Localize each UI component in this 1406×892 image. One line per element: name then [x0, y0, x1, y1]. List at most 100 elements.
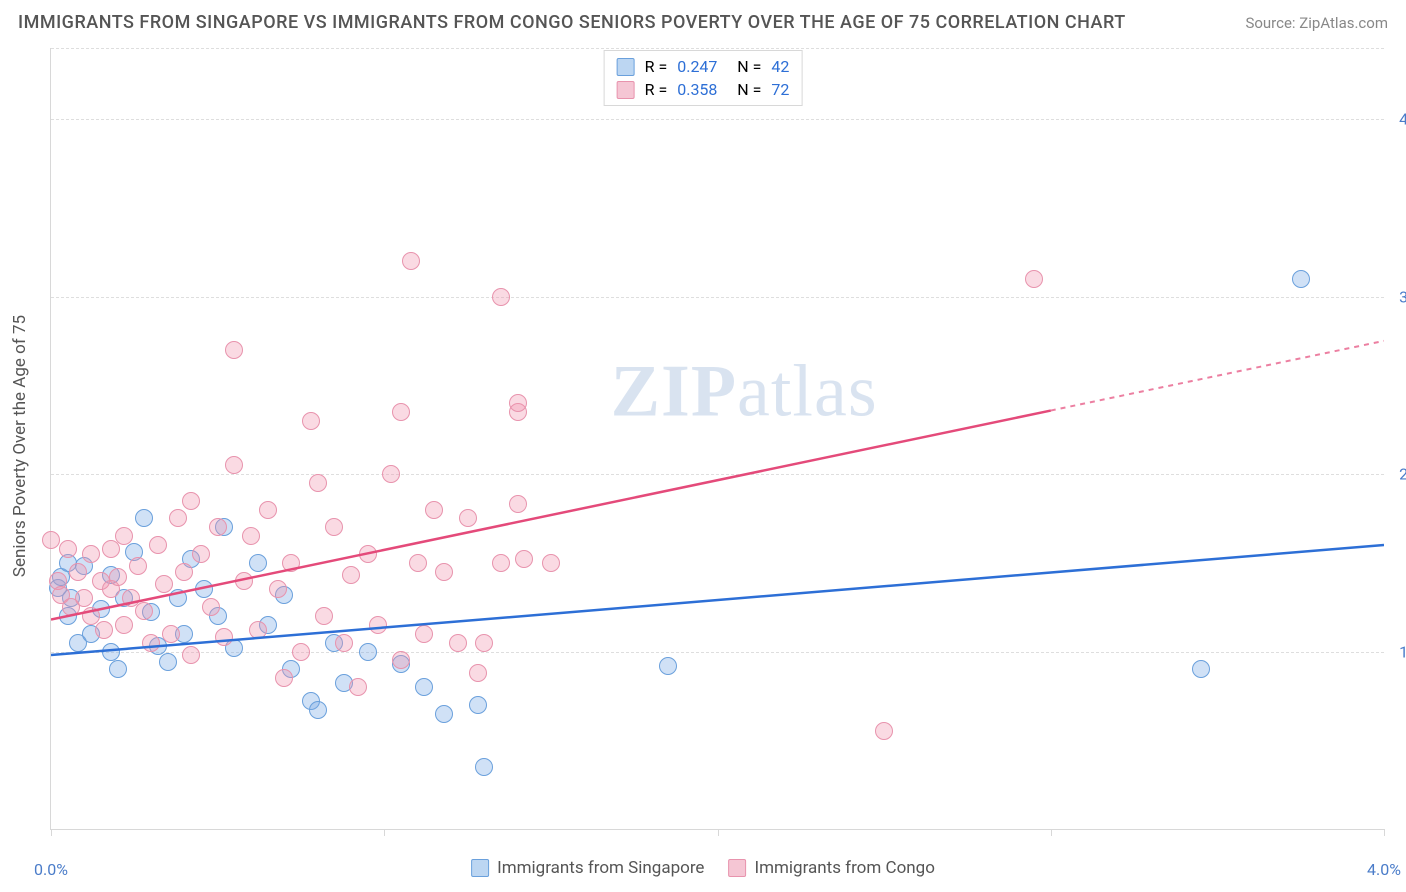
swatch-singapore	[617, 58, 635, 76]
data-point	[392, 403, 410, 421]
data-point	[169, 589, 187, 607]
swatch-congo	[728, 859, 746, 877]
data-point	[359, 545, 377, 563]
data-point	[42, 531, 60, 549]
title-bar: IMMIGRANTS FROM SINGAPORE VS IMMIGRANTS …	[18, 12, 1388, 33]
y-tick-label: 30.0%	[1390, 287, 1406, 306]
data-point	[192, 545, 210, 563]
data-point	[475, 758, 493, 776]
data-point	[349, 678, 367, 696]
data-point	[335, 634, 353, 652]
data-point	[509, 495, 527, 513]
data-point	[259, 501, 277, 519]
n-label: N =	[737, 57, 761, 76]
data-point	[195, 580, 213, 598]
data-point	[492, 554, 510, 572]
data-point	[475, 634, 493, 652]
data-point	[392, 651, 410, 669]
data-point	[275, 669, 293, 687]
series-label-congo: Immigrants from Congo	[754, 858, 934, 878]
data-point	[382, 465, 400, 483]
data-point	[469, 664, 487, 682]
data-point	[129, 557, 147, 575]
correlation-row-singapore: R = 0.247 N = 42	[617, 55, 790, 78]
y-tick-label: 10.0%	[1390, 642, 1406, 661]
data-point	[109, 660, 127, 678]
data-point	[115, 527, 133, 545]
data-point	[182, 492, 200, 510]
legend-item-singapore: Immigrants from Singapore	[471, 858, 704, 878]
x-tick-label: 4.0%	[1367, 860, 1401, 879]
data-point	[169, 509, 187, 527]
watermark: ZIPatlas	[611, 349, 878, 434]
data-point	[135, 509, 153, 527]
data-point	[202, 598, 220, 616]
data-point	[302, 412, 320, 430]
swatch-congo	[617, 81, 635, 99]
n-label: N =	[737, 80, 761, 99]
data-point	[415, 678, 433, 696]
data-point	[875, 722, 893, 740]
data-point	[142, 634, 160, 652]
data-point	[82, 607, 100, 625]
data-point	[75, 589, 93, 607]
data-point	[225, 456, 243, 474]
chart-title: IMMIGRANTS FROM SINGAPORE VS IMMIGRANTS …	[18, 12, 1126, 33]
r-label: R =	[645, 57, 668, 76]
data-point	[175, 563, 193, 581]
source-attribution: Source: ZipAtlas.com	[1245, 14, 1388, 32]
watermark-atlas: atlas	[737, 350, 878, 432]
data-point	[249, 554, 267, 572]
gridline	[51, 297, 1384, 298]
gridline	[51, 474, 1384, 475]
data-point	[182, 646, 200, 664]
correlation-legend: R = 0.247 N = 42 R = 0.358 N = 72	[604, 50, 803, 106]
data-point	[109, 568, 127, 586]
x-tick	[384, 829, 385, 836]
data-point	[242, 527, 260, 545]
x-tick-label: 0.0%	[34, 860, 68, 879]
data-point	[69, 563, 87, 581]
data-point	[309, 474, 327, 492]
data-point	[225, 341, 243, 359]
data-point	[415, 625, 433, 643]
data-point	[315, 607, 333, 625]
swatch-singapore	[471, 859, 489, 877]
data-point	[435, 705, 453, 723]
data-point	[435, 563, 453, 581]
gridline	[51, 48, 1384, 49]
data-point	[282, 554, 300, 572]
series-legend: Immigrants from Singapore Immigrants fro…	[471, 858, 935, 878]
data-point	[342, 566, 360, 584]
data-point	[149, 536, 167, 554]
data-point	[515, 550, 533, 568]
data-point	[459, 509, 477, 527]
data-point	[402, 252, 420, 270]
data-point	[469, 696, 487, 714]
data-point	[115, 616, 133, 634]
data-point	[135, 602, 153, 620]
data-point	[1292, 270, 1310, 288]
data-point	[509, 394, 527, 412]
data-point	[369, 616, 387, 634]
data-point	[155, 575, 173, 593]
x-tick	[1384, 829, 1385, 836]
n-value-congo: 72	[771, 80, 789, 99]
r-value-congo: 0.358	[677, 80, 727, 99]
data-point	[449, 634, 467, 652]
gridline	[51, 652, 1384, 653]
data-point	[492, 288, 510, 306]
r-label: R =	[645, 80, 668, 99]
data-point	[309, 701, 327, 719]
data-point	[409, 554, 427, 572]
n-value-singapore: 42	[771, 57, 789, 76]
data-point	[102, 643, 120, 661]
data-point	[1025, 270, 1043, 288]
scatter-plot-area: ZIPatlas 10.0%20.0%30.0%40.0%0.0%4.0%	[50, 48, 1384, 830]
watermark-zip: ZIP	[611, 350, 737, 432]
legend-item-congo: Immigrants from Congo	[728, 858, 934, 878]
data-point	[325, 518, 343, 536]
data-point	[292, 643, 310, 661]
x-tick	[718, 829, 719, 836]
r-value-singapore: 0.247	[677, 57, 727, 76]
